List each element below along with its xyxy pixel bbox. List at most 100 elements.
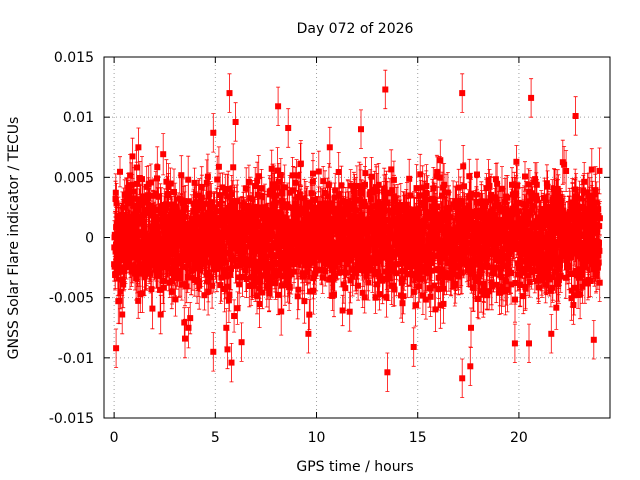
data-point (191, 179, 198, 186)
data-point (270, 206, 277, 213)
data-point (566, 262, 573, 269)
data-point (404, 255, 411, 262)
data-point (210, 266, 217, 272)
data-point (317, 222, 324, 228)
data-point (423, 190, 430, 196)
data-point (488, 283, 495, 290)
data-point (148, 286, 155, 293)
data-point (525, 272, 531, 279)
data-point (297, 160, 304, 167)
data-point (532, 176, 539, 183)
data-point (259, 289, 266, 296)
data-point (541, 254, 547, 260)
x-tick-label: 5 (211, 430, 220, 446)
data-point (460, 251, 467, 258)
data-point (596, 279, 603, 286)
data-point (442, 217, 449, 224)
data-point (313, 252, 320, 259)
data-point (430, 185, 437, 192)
data-point (284, 244, 291, 251)
data-point (309, 178, 316, 185)
data-point (270, 244, 277, 251)
data-point (192, 225, 199, 232)
data-point (121, 234, 128, 241)
data-point (178, 209, 185, 216)
data-point (357, 190, 364, 197)
data-point (356, 213, 363, 220)
data-point (452, 198, 459, 205)
data-point (346, 203, 353, 210)
x-axis-label: GPS time / hours (296, 459, 413, 475)
data-point (440, 285, 447, 292)
data-point (208, 274, 215, 281)
data-point (234, 228, 240, 235)
data-point (267, 279, 274, 286)
data-point (255, 173, 262, 180)
data-point (334, 230, 341, 237)
data-point (114, 259, 121, 266)
x-tick-label: 10 (308, 430, 326, 446)
data-point (310, 287, 317, 294)
data-point (178, 281, 185, 288)
data-point (180, 263, 187, 270)
data-point (522, 238, 529, 245)
data-point (572, 186, 579, 193)
data-point (237, 255, 244, 262)
data-point (406, 236, 413, 243)
data-point (354, 261, 361, 268)
data-point (332, 263, 339, 270)
data-point (274, 167, 281, 174)
data-point (132, 211, 139, 218)
data-point (264, 269, 271, 276)
data-point (576, 226, 583, 233)
data-point (481, 280, 487, 287)
data-point (380, 240, 387, 247)
data-point (233, 262, 240, 269)
data-point (124, 234, 131, 241)
data-point (294, 259, 301, 266)
data-point (205, 278, 212, 285)
data-point (412, 302, 419, 309)
data-point (135, 297, 142, 304)
data-point (289, 204, 296, 211)
data-point (362, 170, 369, 177)
data-point (311, 220, 318, 227)
data-point (449, 256, 456, 263)
data-point (233, 225, 240, 232)
data-point (466, 173, 473, 180)
data-point (505, 217, 512, 224)
data-point (278, 259, 284, 266)
data-point (385, 274, 392, 280)
data-point (541, 194, 548, 201)
data-point (127, 172, 134, 179)
data-point (137, 202, 144, 209)
data-point (404, 271, 411, 278)
data-point (151, 222, 158, 229)
data-point (411, 227, 418, 234)
data-point (587, 214, 594, 221)
data-point (381, 228, 388, 235)
data-point (335, 192, 342, 199)
data-point (266, 285, 272, 292)
data-point (153, 237, 160, 244)
data-point (440, 300, 447, 307)
data-point (296, 191, 303, 198)
data-point (373, 213, 380, 220)
data-point (238, 339, 245, 346)
data-point (183, 245, 190, 252)
data-point (242, 267, 249, 274)
data-point (132, 270, 138, 277)
data-point (160, 284, 167, 291)
data-point (279, 190, 286, 197)
data-point (374, 188, 381, 195)
data-point (430, 243, 437, 250)
data-point (224, 193, 231, 200)
data-point (236, 247, 242, 254)
data-point (492, 176, 499, 183)
data-point (245, 202, 252, 209)
data-point (268, 187, 275, 194)
data-point (269, 233, 276, 240)
data-point (156, 245, 163, 252)
data-point (264, 215, 270, 222)
data-point (524, 252, 531, 259)
